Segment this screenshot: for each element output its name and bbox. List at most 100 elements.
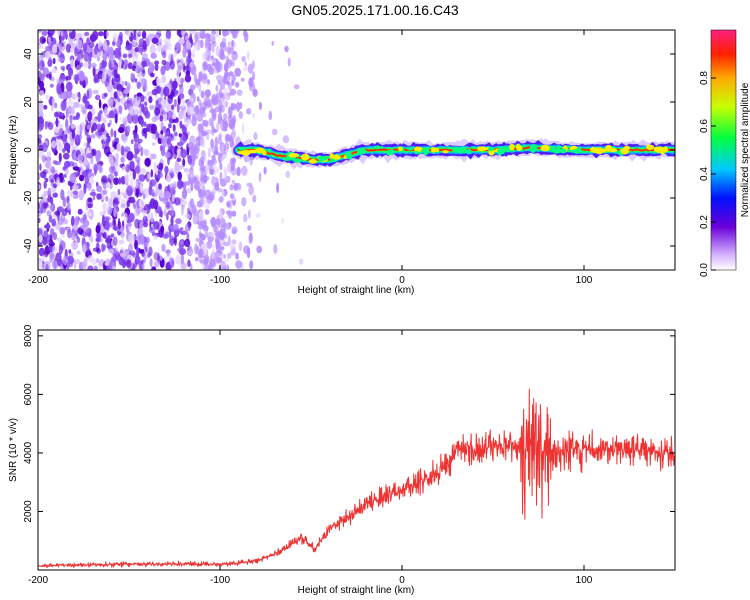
heatmap-noise-blob <box>168 123 172 129</box>
heatmap-noise-blob <box>217 137 222 145</box>
heatmap-noise-blob <box>134 239 138 250</box>
heatmap-noise-blob <box>124 115 128 126</box>
heatmap-noise-blob <box>96 123 102 130</box>
heatmap-noise-blob <box>185 250 193 256</box>
heatmap-ridge-speck <box>540 144 550 152</box>
heatmap-noise-blob <box>125 59 129 65</box>
heatmap-noise-blob <box>211 30 217 35</box>
heatmap-noise-blob <box>52 232 58 241</box>
heatmap-noise-blob <box>271 128 278 136</box>
heatmap-noise-blob <box>104 261 110 267</box>
heatmap-ridge-speck <box>374 145 382 150</box>
heatmap-noise-blob <box>45 263 49 270</box>
heatmap-noise-blob <box>206 240 213 249</box>
heatmap-noise-blob <box>96 56 101 62</box>
heatmap-noise-blob <box>101 243 105 253</box>
heatmap-noise-blob <box>139 182 143 194</box>
heatmap-noise-blob <box>107 74 111 84</box>
heatmap-noise-blob <box>51 140 57 149</box>
heatmap-noise-blob <box>135 165 141 174</box>
heatmap-noise-blob <box>231 61 235 67</box>
heatmap-noise-blob <box>123 146 131 153</box>
heatmap-noise-blob <box>181 98 186 108</box>
heatmap-noise-blob <box>67 255 73 262</box>
heatmap-noise-blob <box>118 256 124 266</box>
heatmap-noise-blob <box>45 94 51 100</box>
heatmap-noise-blob <box>73 101 80 109</box>
heatmap-noise-blob <box>202 139 206 149</box>
heatmap-noise-blob <box>248 232 253 243</box>
heatmap-noise-blob <box>53 183 57 189</box>
heatmap-noise-blob <box>88 41 95 48</box>
heatmap-ridge-speck <box>300 153 310 161</box>
colorbar-tick-label: 0.4 <box>699 167 710 181</box>
heatmap-noise-blob <box>41 254 46 262</box>
heatmap-noise-blob <box>231 226 238 234</box>
heatmap-ridge-speck <box>466 148 472 155</box>
heatmap-noise-blob <box>195 78 201 86</box>
heatmap-noise-blob <box>236 101 241 113</box>
heatmap-noise-blob <box>246 108 252 115</box>
heatmap-noise-blob <box>167 43 172 51</box>
heatmap-noise-blob <box>169 145 176 155</box>
heatmap-noise-blob <box>154 260 160 268</box>
heatmap-noise-blob <box>83 226 90 233</box>
heatmap-noise-blob <box>285 170 291 178</box>
x-tick-label: -200 <box>28 275 48 286</box>
heatmap-noise-blob <box>112 265 116 270</box>
heatmap-noise-blob <box>293 84 300 90</box>
heatmap-noise-blob <box>180 200 188 206</box>
heatmap-noise-blob <box>113 91 118 99</box>
heatmap-noise-blob <box>102 53 108 62</box>
heatmap-noise-blob <box>224 258 229 263</box>
heatmap-noise-blob <box>120 203 126 209</box>
heatmap-noise-blob <box>194 105 200 115</box>
heatmap-noise-blob <box>215 238 220 248</box>
heatmap-noise-blob <box>215 61 221 72</box>
heatmap-noise-blob <box>105 220 110 231</box>
heatmap-noise-blob <box>204 36 211 47</box>
x-tick-label: 100 <box>576 575 593 586</box>
heatmap-noise-blob <box>50 196 54 205</box>
heatmap-noise-blob <box>74 62 82 70</box>
heatmap-noise-blob <box>147 211 151 221</box>
heatmap-ridge-speck <box>398 146 403 152</box>
heatmap-noise-blob <box>71 42 76 49</box>
heatmap-noise-blob <box>212 154 216 163</box>
heatmap-noise-blob <box>94 266 98 270</box>
heatmap-noise-blob <box>95 151 101 163</box>
heatmap-noise-blob <box>202 52 208 61</box>
heatmap-noise-blob <box>134 260 138 268</box>
y-tick-label: 0 <box>23 147 34 153</box>
y-tick-label: 40 <box>23 48 34 60</box>
heatmap-noise-blob <box>211 46 215 53</box>
heatmap-noise-blob <box>119 247 126 258</box>
heatmap-noise-blob <box>149 180 153 190</box>
heatmap-noise-blob <box>231 51 238 61</box>
heatmap-noise-blob <box>43 180 47 189</box>
line-ticks: -200 -100 0 100 2000 4000 6000 8000 <box>23 324 675 586</box>
heatmap-noise-blob <box>197 123 204 133</box>
heatmap-noise-blob <box>51 68 57 74</box>
heatmap-noise-blob <box>167 110 174 122</box>
heatmap-noise-blob <box>268 110 273 121</box>
heatmap-noise-blob <box>144 101 148 107</box>
heatmap-noise-blob <box>194 243 198 255</box>
heatmap-noise-blob <box>195 185 199 190</box>
heatmap-noise-blob <box>88 52 92 62</box>
heatmap-noise-blob <box>226 80 231 86</box>
heatmap-noise-blob <box>150 212 154 223</box>
heatmap-noise-blob <box>58 152 62 163</box>
heatmap-noise-blob <box>160 86 164 98</box>
heatmap-noise-blob <box>161 109 166 115</box>
heatmap-noise-blob <box>183 115 188 123</box>
heatmap-noise-blob <box>204 62 207 68</box>
heatmap-noise-blob <box>158 38 163 46</box>
heatmap-noise-blob <box>136 92 142 97</box>
snr-series-line <box>38 388 675 569</box>
heatmap-noise-blob <box>123 63 126 70</box>
heatmap-noise-blob <box>228 235 231 244</box>
heatmap-noise-blob <box>38 30 43 33</box>
heatmap-noise-blob <box>179 135 187 144</box>
heatmap-noise-blob <box>187 155 193 166</box>
